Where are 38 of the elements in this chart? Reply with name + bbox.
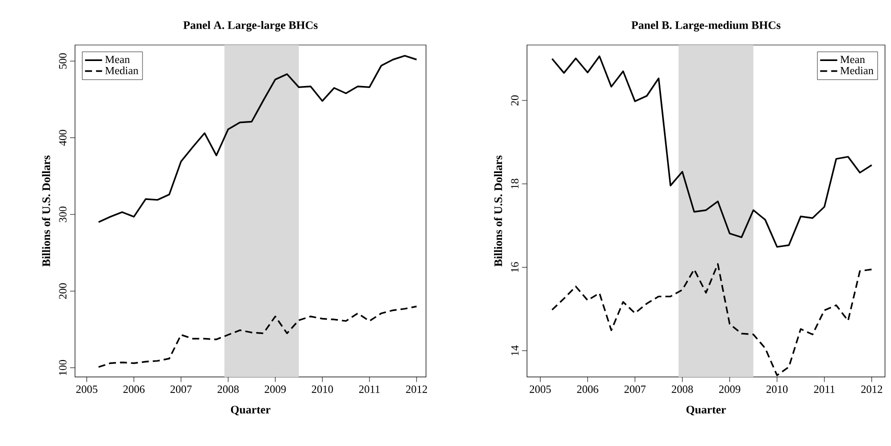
legend-label: Median: [105, 66, 138, 74]
line-series: [551, 55, 873, 248]
y-tick-label: 20: [511, 95, 518, 106]
x-tick-label: 2009: [264, 386, 286, 393]
x-tick-label: 2009: [719, 386, 740, 393]
y-axis-title: Billions of U.S. Dollars: [42, 156, 50, 267]
y-tick-label: 14: [511, 345, 518, 356]
y-tick-label: 18: [511, 178, 518, 188]
x-tick-label: 2010: [766, 386, 788, 393]
x-tick-label: 2010: [312, 386, 333, 393]
x-tick-label: 2012: [406, 386, 427, 393]
x-tick-label: 2012: [861, 386, 882, 393]
y-tick-label: 400: [59, 130, 66, 146]
x-tick-label: 2008: [218, 386, 239, 393]
x-tick-label: 2011: [359, 386, 380, 393]
x-tick-label: 2006: [577, 386, 598, 393]
x-tick-label: 2005: [530, 386, 551, 393]
x-tick-label: 2006: [123, 386, 145, 393]
x-tick-label: 2005: [76, 386, 98, 393]
y-tick-label: 300: [59, 206, 66, 222]
legend-label: Median: [840, 66, 874, 74]
chart-title: Panel A. Large-large BHCs: [183, 20, 318, 32]
x-tick-label: 2011: [814, 386, 835, 393]
line-series: [98, 54, 418, 223]
y-tick-label: 100: [59, 360, 66, 376]
x-tick-label: 2008: [672, 386, 693, 393]
line-series: [98, 306, 418, 368]
legend-label: Mean: [840, 56, 865, 64]
x-tick-label: 2007: [170, 386, 192, 393]
y-tick-label: 500: [59, 53, 66, 69]
chart-title: Panel B. Large-medium BHCs: [631, 20, 780, 32]
x-tick-label: 2007: [624, 386, 646, 393]
y-axis-title: Billions of U.S. Dollars: [494, 156, 502, 267]
x-axis-title: Quarter: [686, 406, 726, 416]
y-tick-label: 200: [59, 283, 66, 299]
y-tick-label: 16: [511, 262, 518, 272]
legend-label: Mean: [105, 56, 130, 64]
x-axis-title: Quarter: [230, 406, 270, 416]
